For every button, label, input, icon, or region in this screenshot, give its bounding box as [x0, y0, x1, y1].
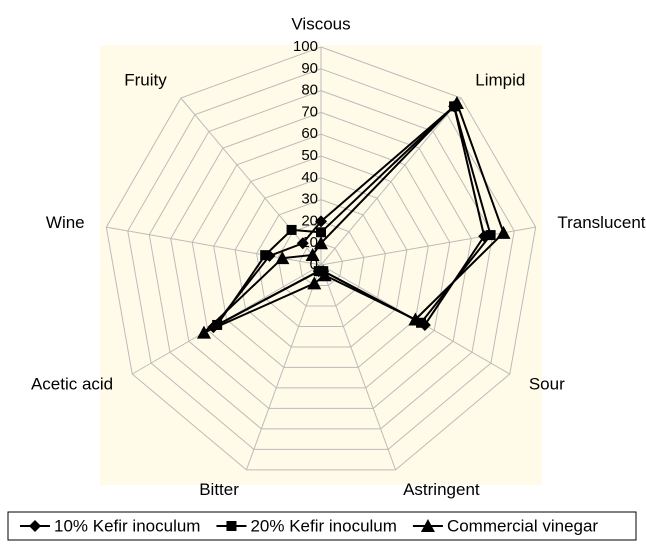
marker — [496, 225, 511, 239]
marker — [305, 247, 320, 261]
marker — [317, 268, 332, 282]
grid-ring — [127, 68, 515, 450]
grid-ring — [148, 90, 494, 430]
axis-label: Fruity — [124, 71, 167, 90]
marker — [196, 325, 211, 339]
marker — [275, 251, 290, 265]
tick-label: 80 — [301, 82, 318, 99]
tick-label: 50 — [301, 147, 318, 164]
axis-label: Translucent — [557, 213, 645, 232]
grid-ring — [299, 242, 343, 286]
grid-ring — [234, 177, 408, 348]
marker — [307, 276, 322, 290]
marker — [260, 250, 271, 261]
tick-label: 60 — [301, 125, 318, 142]
tick-label: 30 — [301, 191, 318, 208]
axis-label: Limpid — [475, 71, 525, 90]
marker — [485, 230, 496, 241]
tick-label: 10 — [301, 234, 318, 251]
marker — [314, 236, 328, 250]
legend-label: Commercial vinegar — [447, 516, 598, 535]
marker — [212, 319, 223, 330]
legend-box — [7, 511, 637, 541]
tick-label: 20 — [301, 212, 318, 229]
marker — [315, 215, 327, 228]
marker — [449, 96, 464, 110]
axis-label: Viscous — [291, 14, 350, 33]
grid-ring — [213, 155, 429, 368]
grid-ring — [170, 111, 472, 409]
tick-label: 100 — [293, 38, 318, 55]
spoke — [245, 264, 322, 471]
tick-label: 40 — [301, 169, 318, 186]
marker — [226, 521, 237, 531]
legend-label: 20% Kefir inoculum — [250, 516, 396, 535]
grid-ring — [105, 46, 537, 471]
spoke — [180, 97, 322, 266]
axis-label: Astringent — [403, 480, 480, 499]
marker — [313, 266, 324, 277]
marker — [408, 312, 423, 326]
marker — [316, 227, 326, 238]
marker — [296, 237, 309, 250]
axis-label: Sour — [529, 374, 565, 393]
axis-label: Wine — [46, 213, 85, 232]
axis-label: Bitter — [199, 480, 239, 499]
marker — [286, 224, 297, 235]
grid-ring — [191, 133, 451, 389]
tick-label: 90 — [301, 60, 318, 77]
grid-ring — [277, 220, 365, 307]
legend-label: 10% Kefir inoculum — [54, 516, 200, 535]
axis-label: Acetic acid — [31, 374, 113, 393]
marker — [420, 519, 435, 532]
spoke — [320, 264, 397, 471]
marker — [416, 317, 427, 328]
grid-ring — [256, 199, 386, 327]
tick-label: 70 — [301, 103, 318, 120]
tick-label: 0 — [310, 256, 318, 273]
marker — [29, 520, 41, 532]
spoke — [320, 97, 462, 266]
